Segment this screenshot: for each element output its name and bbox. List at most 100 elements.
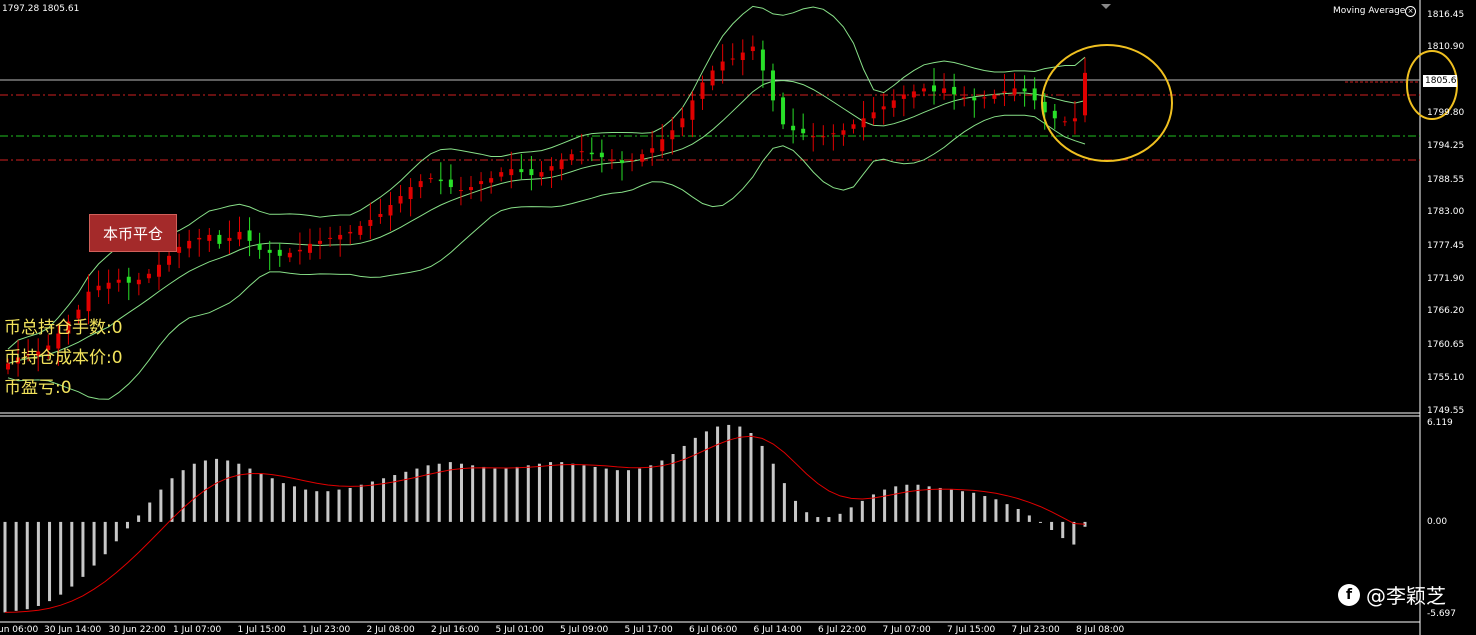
candle-body [96,285,101,291]
macd-bar [370,481,374,522]
candle-body [217,234,222,244]
time-tick-label: 6 Jul 22:00 [818,625,867,635]
candle-body [660,139,665,152]
candle-body [791,125,796,131]
candle-body [36,351,41,356]
candle-body [408,187,413,200]
candle-body [942,88,947,93]
candle-body [952,86,957,95]
candle-body [378,213,383,217]
macd-bar [916,484,920,522]
macd-bar [326,491,330,522]
macd-bar [415,468,419,522]
macd-bar [905,484,909,522]
watermark-text: @李颖芝 [1366,584,1446,608]
candle-body [891,100,896,108]
macd-bar [70,521,74,587]
candle-body [549,166,554,171]
macd-bar [604,468,608,522]
candlesticks [6,35,1087,377]
candle-body [297,249,302,252]
candle-body [247,230,252,241]
macd-bar [259,473,263,522]
candle-body [710,70,715,86]
macd-bar [827,517,831,522]
time-tick-label: 7 Jul 23:00 [1011,625,1060,635]
candle-body [469,187,474,191]
candle-body [46,345,51,351]
candle-body [972,97,977,101]
macd-bar [593,466,597,522]
macd-bar [549,462,553,522]
macd-bar [760,445,764,522]
candle-body [770,70,775,101]
macd-bar [749,433,753,522]
candle-body [1002,91,1007,93]
candle-body [177,246,182,253]
macd-bar [125,521,129,529]
macd-bar [36,521,40,606]
macd-bar [270,478,274,522]
candle-body [579,151,584,153]
macd-bar [526,465,530,522]
candle-body [609,160,614,162]
time-tick-label: 1 Jul 07:00 [173,625,222,635]
macd-bar [114,521,118,542]
bollinger-upper [7,5,1086,350]
macd-bar [638,468,642,522]
macd-bar [48,521,52,602]
candle-body [227,237,232,241]
watermark-logo-icon: f [1338,583,1360,606]
macd-bar [860,500,864,522]
time-tick-label: 5 Jul 09:00 [560,625,609,635]
candle-body [358,225,363,235]
macd-bar [1027,515,1031,522]
time-tick-label: 7 Jul 15:00 [947,625,996,635]
macd-bar [938,487,942,522]
macd-bar [949,489,953,522]
candle-body [589,152,594,155]
bollinger-middle [7,79,1086,364]
time-tick-label: 5 Jul 17:00 [624,625,673,635]
candle-body [559,160,564,170]
candle-body [982,97,987,99]
macd-bar [393,475,397,522]
candle-body [700,82,705,99]
macd-bar [704,431,708,522]
macd-bar [337,489,341,522]
macd-bar [426,465,430,522]
macd-bar [1050,521,1054,530]
horizontal-levels [0,79,1420,161]
close-position-button[interactable]: 本币平仓 [89,214,177,252]
macd-bar [838,513,842,522]
candle-body [1072,118,1077,122]
macd-bar [14,521,18,611]
price-tick-label: 1755.10 [1427,373,1465,383]
macd-bar [571,463,575,522]
candle-body [136,279,141,285]
candle-body [962,97,967,99]
watermark: f @李颖芝 [1338,580,1446,609]
candle-body [368,219,373,226]
macd-bar [459,463,463,522]
macd-bar [226,460,230,522]
candle-body [287,252,292,258]
candle-body [428,178,433,180]
macd-bar [771,463,775,522]
macd-bar [248,468,252,522]
bollinger-bands [7,5,1086,400]
macd-bar [816,517,820,522]
macd-bar [693,437,697,522]
candle-body [509,169,514,176]
candle-body [1032,88,1037,101]
candle-body [398,196,403,204]
close-indicator-icon[interactable]: × [1405,6,1416,17]
macd-bar [515,466,519,522]
candle-body [519,169,524,173]
price-tick-label: 1816.45 [1427,10,1465,20]
candle-body [1052,110,1057,119]
macd-bar [627,470,631,522]
candle-body [76,309,81,319]
macd-bar [92,521,96,566]
